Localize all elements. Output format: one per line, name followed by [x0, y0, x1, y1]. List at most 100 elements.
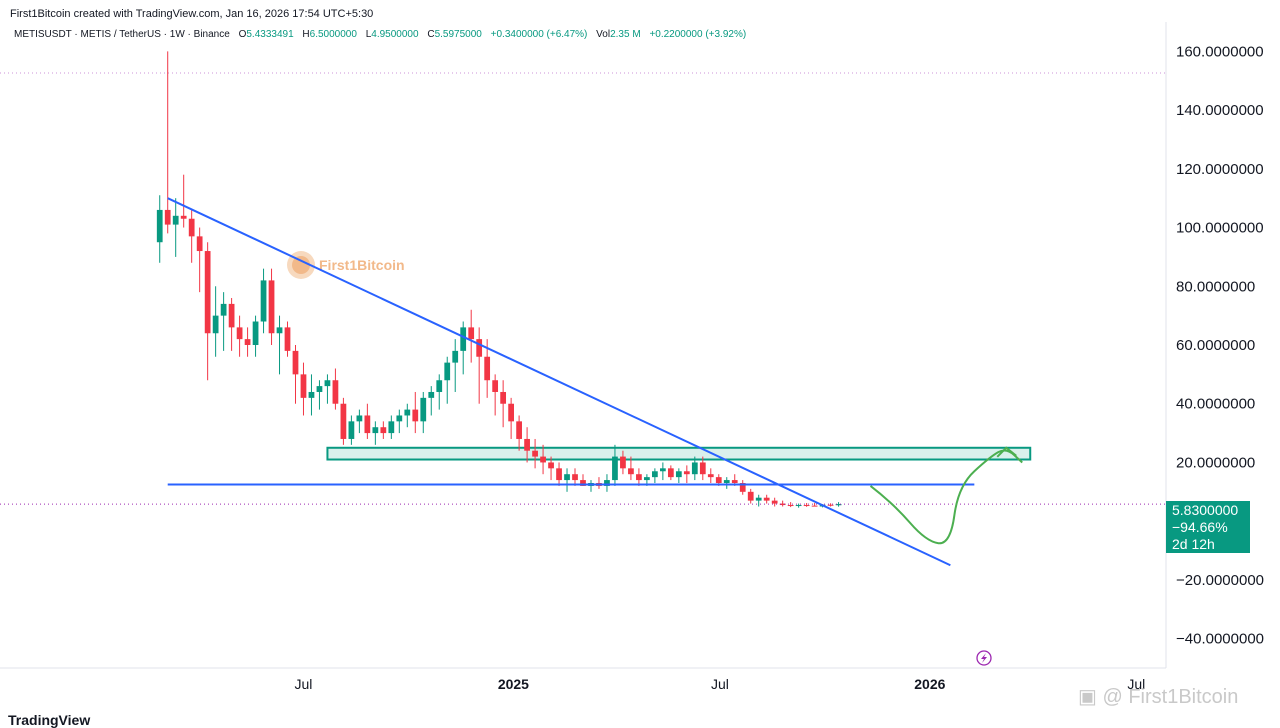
watermark-logo: First1Bitcoin: [287, 251, 405, 279]
candle: [404, 403, 411, 428]
candle-body: [715, 477, 722, 484]
y-tick-label: 140.0000000: [1176, 102, 1264, 119]
candle-body: [811, 505, 818, 507]
candle: [164, 51, 171, 234]
candle: [396, 409, 403, 434]
candle-body: [755, 497, 762, 501]
change-value: +0.3400000 (+6.47%): [490, 29, 588, 40]
candle-body: [524, 438, 530, 451]
y-tick-label: 160.0000000: [1176, 43, 1264, 60]
candle: [540, 444, 546, 475]
vol-value: 2.35 M: [610, 29, 641, 40]
candle-body: [452, 350, 459, 363]
candle-body: [540, 456, 546, 463]
candle: [452, 339, 459, 392]
bottom-watermark-text: @ First1Bitcoin: [1102, 686, 1239, 708]
last-price-percent: −94.66%: [1172, 519, 1228, 535]
candle-body: [683, 471, 690, 475]
descending-trendline[interactable]: [167, 197, 951, 567]
candle: [723, 477, 730, 489]
tradingview-logo[interactable]: TradingView: [8, 712, 90, 728]
candle-body: [236, 327, 243, 340]
x-axis-ticks: Jul 2025 Jul 2026 Jul: [295, 676, 1146, 692]
chart-credit: First1Bitcoin created with TradingView.c…: [10, 8, 374, 20]
candle-body: [252, 321, 259, 345]
candle: [276, 315, 283, 375]
candle: [771, 497, 778, 507]
candle: [556, 462, 562, 486]
candle-body: [612, 456, 618, 481]
projected-path-arrow[interactable]: [869, 449, 1023, 545]
candle: [659, 462, 666, 481]
candle: [683, 465, 690, 484]
candle: [628, 456, 634, 481]
close-label: C: [427, 29, 435, 40]
candle: [252, 315, 259, 357]
candle: [596, 477, 602, 489]
candle-body: [188, 218, 195, 237]
open-value: 5.4333491: [246, 29, 294, 40]
candle: [468, 309, 475, 363]
candle: [795, 503, 802, 508]
candle-body: [771, 500, 778, 504]
candle-body: [628, 468, 634, 475]
candle-body: [356, 415, 363, 422]
candle: [220, 292, 227, 351]
candle-body: [220, 303, 227, 316]
candle-body: [244, 339, 251, 345]
x-tick-label: Jul: [711, 676, 729, 692]
arrow-head: [996, 446, 1017, 458]
candle: [228, 298, 235, 351]
candle-body: [739, 483, 746, 492]
candle-body: [572, 474, 578, 481]
candle: [508, 397, 514, 439]
candle-body: [228, 303, 235, 328]
symbol-name[interactable]: METISUSDT · METIS / TetherUS · 1W · Bina…: [14, 29, 230, 40]
candle-body: [348, 421, 355, 439]
drawings[interactable]: [0, 197, 1166, 567]
candle: [460, 321, 467, 375]
candle-body: [644, 477, 650, 481]
candle-body: [532, 450, 538, 457]
candle: [444, 356, 451, 404]
camera-icon: ▣: [1078, 686, 1097, 708]
candle: [180, 174, 187, 228]
candle-body: [659, 468, 666, 472]
candle-body: [284, 327, 291, 351]
candle: [316, 380, 323, 410]
candle-body: [316, 386, 323, 392]
candle: [364, 403, 371, 439]
candle: [260, 268, 267, 334]
candle: [524, 427, 530, 463]
lightning-icon[interactable]: [976, 650, 992, 666]
x-tick-label: 2025: [498, 676, 529, 692]
candle-body: [292, 350, 299, 375]
y-tick-label: 80.0000000: [1176, 278, 1255, 295]
low-label: L: [365, 29, 372, 40]
candle-body: [675, 471, 682, 478]
candle: [835, 502, 842, 507]
candle: [652, 468, 658, 484]
candle-body: [548, 462, 554, 469]
x-tick-label: Jul: [295, 676, 313, 692]
y-tick-label: −20.0000000: [1176, 572, 1264, 589]
candle-body: [172, 215, 179, 225]
candle: [747, 488, 754, 504]
candle: [436, 374, 443, 410]
y-tick-label: −40.0000000: [1176, 631, 1264, 648]
candle: [308, 374, 315, 416]
symbol-legend: METISUSDT · METIS / TetherUS · 1W · Bina…: [14, 29, 746, 40]
candle: [707, 468, 714, 484]
resistance-zone[interactable]: [326, 446, 1032, 461]
candle-body: [492, 380, 499, 392]
candle-body: [380, 427, 387, 434]
vol-change: +0.2200000 (+3.92%): [649, 29, 747, 40]
candle-body: [636, 474, 642, 481]
candle-body: [396, 415, 403, 422]
candle-body: [332, 380, 339, 404]
resistance-zone-rect[interactable]: [326, 446, 1032, 461]
candle-body: [516, 421, 522, 439]
candle-body: [420, 397, 427, 422]
candle: [348, 415, 355, 445]
